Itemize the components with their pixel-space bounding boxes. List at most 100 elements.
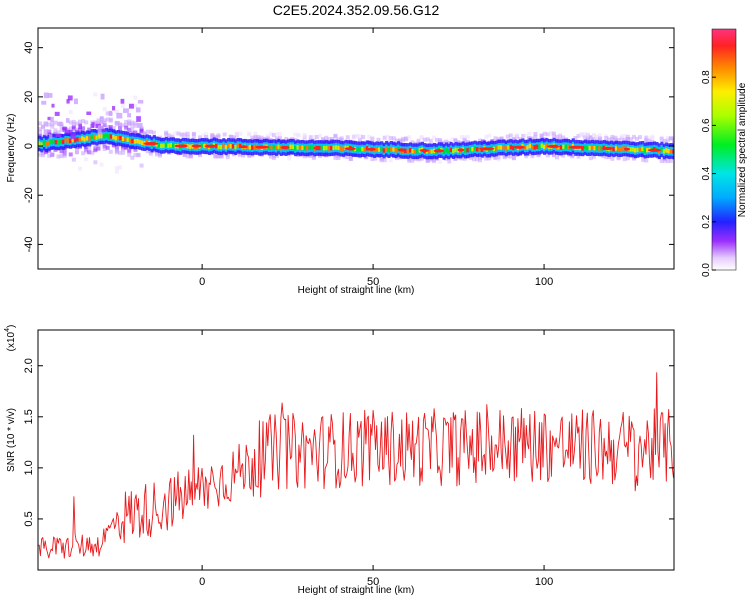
spectrogram-cell xyxy=(644,158,649,163)
spectrogram-cell xyxy=(388,136,393,141)
spectrogram-cell xyxy=(404,136,409,141)
spectrogram-cell xyxy=(478,158,483,163)
spectrogram-cell xyxy=(50,116,54,123)
spectrogram-cell xyxy=(217,144,221,150)
spectrogram-cell xyxy=(453,156,458,161)
spectrogram-cell xyxy=(333,133,338,138)
spectrogram-cell xyxy=(271,154,276,159)
spectrogram-cell xyxy=(398,138,403,143)
spectrogram-cell xyxy=(71,137,75,143)
spectrogram-cell xyxy=(93,145,98,150)
spectrogram-cell xyxy=(64,138,68,143)
spectrogram-cell xyxy=(616,155,621,160)
spectrogram-cell xyxy=(419,155,424,160)
spectrogram-cell xyxy=(324,135,329,140)
spectrogram-hotspot xyxy=(513,145,525,149)
spectrogram-cell xyxy=(234,144,238,150)
spectrogram-cell xyxy=(47,122,52,127)
x-tick-label: 0 xyxy=(199,276,205,288)
spectrogram-cell xyxy=(610,137,615,142)
spectrogram-cell xyxy=(136,139,140,144)
spectrogram-cell xyxy=(595,145,599,151)
spectrogram-cell xyxy=(67,95,73,101)
spectrogram-cell xyxy=(647,136,652,141)
spectrogram-cell xyxy=(590,145,594,150)
spectrogram-cell xyxy=(179,132,184,137)
spectrogram-cell xyxy=(422,137,427,142)
spectrogram-cell xyxy=(38,152,42,157)
spectrogram-cell xyxy=(102,118,107,123)
y-tick-label: 1.5 xyxy=(23,409,35,424)
spectrogram-cell xyxy=(130,155,135,160)
spectrogram-cell xyxy=(444,139,449,144)
spectrogram-cell xyxy=(59,154,64,159)
spectrogram-cell xyxy=(380,146,384,152)
spectrogram-cell xyxy=(409,148,412,153)
spectrogram-cell xyxy=(99,116,104,120)
spectrogram-cell xyxy=(450,137,455,142)
spectrogram-cell xyxy=(373,156,378,161)
spectrogram-cell xyxy=(591,132,596,137)
spectrogram-cell xyxy=(336,137,341,142)
spectrogram-cell xyxy=(268,154,273,159)
spectrogram-cell xyxy=(270,145,274,150)
spectrogram-cell xyxy=(363,147,367,152)
spectrogram-cell xyxy=(59,139,63,144)
figure-title: C2E5.2024.352.09.56.G12 xyxy=(273,2,440,18)
spectrogram-hotspot xyxy=(280,145,290,150)
spectrogram-cell xyxy=(76,137,80,142)
spectrogram-cell xyxy=(256,135,261,140)
spectrogram-cell xyxy=(188,144,192,149)
spectrogram-cell xyxy=(462,139,467,144)
spectrogram-cell xyxy=(162,143,166,148)
spectrogram-cell xyxy=(610,156,615,161)
spectrogram-cell xyxy=(210,132,215,137)
spectrogram-cell xyxy=(167,133,172,138)
spectrogram-cell xyxy=(533,145,537,150)
spectrogram-cell xyxy=(487,133,492,138)
spectrogram-cell xyxy=(665,159,670,164)
spectrogram-cell xyxy=(542,131,547,136)
spectrogram-cell xyxy=(358,147,362,152)
spectrogram-cell xyxy=(43,121,49,127)
spectrogram-cell xyxy=(545,153,550,158)
spectrogram-cell xyxy=(628,137,633,142)
spectrogram-cell xyxy=(387,147,391,153)
spectrogram-cell xyxy=(185,131,190,136)
spectrogram-cell xyxy=(647,138,652,143)
spectrogram-cell xyxy=(613,137,618,142)
spectrogram-cell xyxy=(97,134,101,139)
spectrogram-cell xyxy=(133,152,138,157)
spectrogram-cell xyxy=(127,121,132,126)
spectrogram-cell xyxy=(121,150,126,155)
spectrogram-cell xyxy=(588,145,592,151)
spectrogram-cell xyxy=(559,145,563,150)
x-tick-label: 100 xyxy=(535,576,553,588)
spectrogram-cell xyxy=(71,157,76,162)
spectrogram-cell xyxy=(130,122,135,127)
spectrogram-cell xyxy=(354,134,359,139)
spectrogram-cell xyxy=(99,162,104,167)
spectrogram-cell xyxy=(102,144,107,149)
spectrogram-cell xyxy=(301,145,305,150)
spectrogram-cell xyxy=(102,107,107,112)
spectrogram-cell xyxy=(604,155,609,160)
y-tick-label: 20 xyxy=(23,91,35,103)
spectrogram-cell xyxy=(62,153,67,158)
spectrogram-cell xyxy=(90,134,94,140)
spectrogram-cell xyxy=(133,103,138,108)
spectrogram-cell xyxy=(47,93,53,98)
spectrogram-cell xyxy=(102,123,107,128)
spectrogram-cell xyxy=(111,126,116,131)
spectrogram-cell xyxy=(370,157,375,162)
spectrogram-cell xyxy=(638,135,643,140)
spectrogram-cell xyxy=(508,133,513,138)
spectrogram-cell xyxy=(133,139,137,144)
spectrogram-cell xyxy=(169,142,173,148)
spectrogram-cell xyxy=(42,140,46,145)
spectrogram-cell xyxy=(268,131,273,136)
spectrogram-cell xyxy=(130,120,135,125)
spectrogram-cell xyxy=(581,146,585,151)
spectrogram-cell xyxy=(466,147,470,153)
